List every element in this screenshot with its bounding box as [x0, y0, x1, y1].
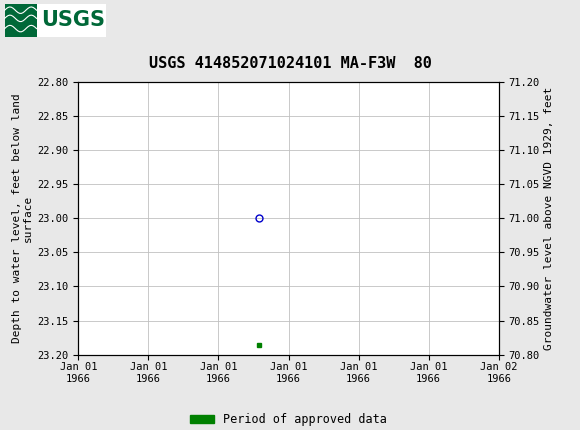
Legend: Period of approved data: Period of approved data — [186, 408, 392, 430]
Y-axis label: Depth to water level, feet below land
surface: Depth to water level, feet below land su… — [12, 93, 33, 343]
Text: USGS 414852071024101 MA-F3W  80: USGS 414852071024101 MA-F3W 80 — [148, 56, 432, 71]
Bar — [5, 4, 37, 37]
Text: USGS: USGS — [41, 10, 105, 31]
Y-axis label: Groundwater level above NGVD 1929, feet: Groundwater level above NGVD 1929, feet — [544, 86, 554, 350]
Bar — [5, 4, 106, 37]
